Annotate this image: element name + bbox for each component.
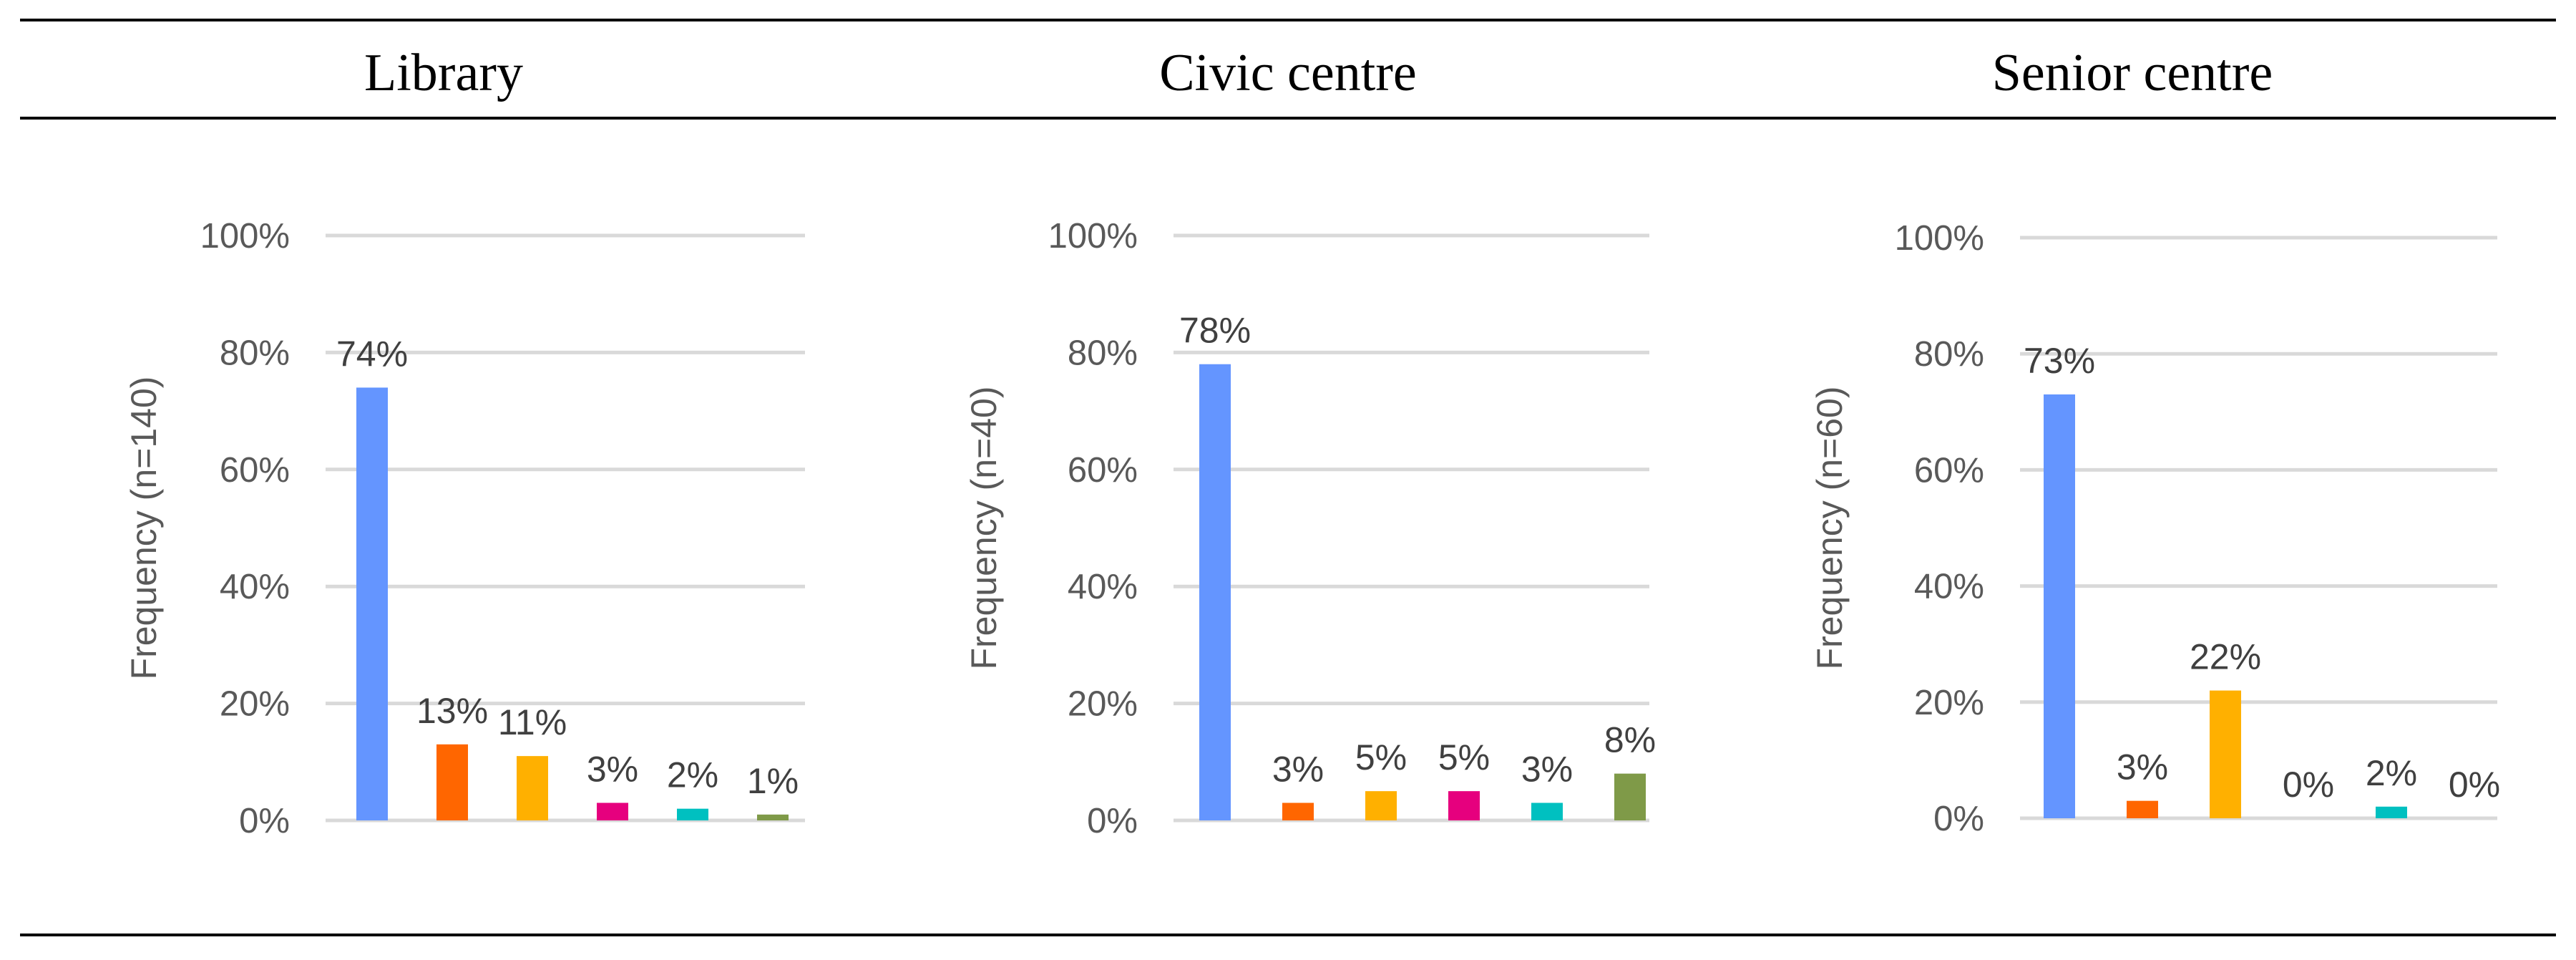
y-tick-label: 60%	[1914, 451, 1984, 490]
y-tick-label: 80%	[220, 334, 290, 372]
data-label: 8%	[1604, 720, 1656, 760]
y-tick-label: 100%	[1048, 217, 1138, 256]
bar	[436, 744, 468, 820]
panel-title-library: Library	[364, 44, 523, 102]
y-tick-label: 0%	[239, 802, 290, 840]
bar	[356, 387, 388, 820]
y-tick-label: 20%	[220, 685, 290, 724]
y-tick-label: 40%	[220, 568, 290, 606]
bar	[597, 803, 628, 820]
data-label: 22%	[2190, 637, 2261, 677]
panel-title-senior-centre: Senior centre	[1991, 44, 2273, 102]
bar	[517, 756, 548, 820]
bar	[1448, 791, 1480, 820]
data-label: 3%	[587, 749, 638, 789]
bar	[2376, 806, 2407, 818]
y-tick-label: 0%	[1087, 802, 1138, 840]
bar	[1282, 803, 1314, 820]
bar	[1531, 803, 1563, 820]
data-label: 3%	[1521, 749, 1573, 789]
y-tick-label: 40%	[1068, 568, 1138, 606]
bar	[2127, 800, 2158, 818]
data-label: 13%	[416, 691, 488, 731]
data-label: 2%	[2366, 753, 2417, 793]
y-axis-label: Frequency (n=60)	[1810, 386, 1850, 669]
y-tick-label: 100%	[1895, 219, 1984, 258]
bar	[677, 808, 708, 820]
data-label: 0%	[2283, 765, 2334, 805]
y-tick-label: 80%	[1914, 335, 1984, 374]
panel-title-civic-centre: Civic centre	[1159, 44, 1417, 102]
bar	[1199, 364, 1231, 820]
bar	[2044, 394, 2075, 818]
data-label: 5%	[1355, 737, 1407, 777]
bar	[2210, 690, 2241, 818]
data-label: 74%	[336, 334, 408, 374]
y-tick-label: 80%	[1068, 334, 1138, 372]
data-label: 3%	[2117, 747, 2168, 787]
y-tick-label: 60%	[1068, 451, 1138, 490]
y-tick-label: 100%	[200, 217, 290, 256]
data-label: 2%	[667, 755, 718, 795]
y-tick-label: 40%	[1914, 568, 1984, 606]
y-tick-label: 20%	[1914, 684, 1984, 722]
y-tick-label: 0%	[1933, 800, 1984, 838]
y-tick-label: 20%	[1068, 685, 1138, 724]
data-label: 78%	[1179, 311, 1251, 351]
data-label: 11%	[498, 702, 567, 742]
data-label: 0%	[2449, 765, 2500, 805]
table-bottom-rule	[20, 934, 2556, 936]
data-label: 73%	[2024, 341, 2095, 381]
data-label: 1%	[747, 761, 799, 801]
table-header-rule	[20, 117, 2556, 120]
bar	[1365, 791, 1397, 820]
data-label: 3%	[1272, 749, 1324, 789]
data-label: 5%	[1438, 737, 1490, 777]
table-top-rule	[20, 19, 2556, 21]
y-axis-label: Frequency (n=40)	[964, 386, 1004, 669]
bar	[757, 814, 789, 820]
bar	[1614, 773, 1646, 820]
y-tick-label: 60%	[220, 451, 290, 490]
y-axis-label: Frequency (n=140)	[124, 377, 164, 680]
